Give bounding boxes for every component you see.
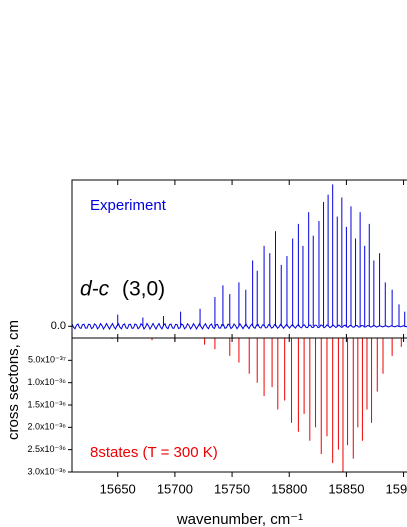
y-tick-label: 1.0x10⁻³⁶ (28, 377, 67, 387)
y-tick-label: 2.5x10⁻³⁶ (28, 444, 67, 454)
x-tick-label: 15750 (214, 481, 250, 496)
y-tick-label: 0.0 (51, 320, 66, 332)
panel-frame (71, 337, 407, 473)
x-tick-label: 15900 (385, 481, 407, 496)
band-label: (3,0) (122, 278, 165, 301)
panel-label: Experiment (90, 197, 167, 214)
panel-label: 8states (T = 300 K) (90, 444, 218, 461)
x-axis-label: wavenumber, cm⁻¹ (176, 511, 303, 527)
y-tick-label: 5.0x10⁻³⁷ (28, 355, 66, 365)
x-tick-label: 15800 (271, 481, 307, 496)
y-tick-label: 2.0x10⁻³⁶ (28, 422, 67, 432)
band-name: d-c (80, 278, 110, 301)
x-tick-label: 15850 (328, 481, 364, 496)
baseline-noise (71, 322, 407, 331)
y-tick-label: 1.5x10⁻³⁶ (28, 399, 67, 409)
x-tick-label: 15700 (157, 481, 193, 496)
y-tick-label: 3.0x10⁻³⁶ (28, 466, 67, 476)
y-axis-label: cross sectons, cm (5, 320, 22, 440)
x-tick-label: 15650 (100, 481, 136, 496)
